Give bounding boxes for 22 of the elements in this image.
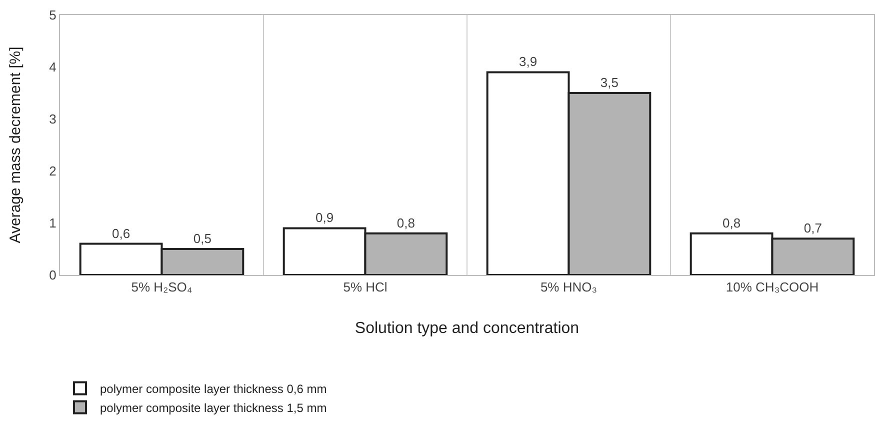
data-label: 0,9: [316, 210, 334, 226]
data-label: 0,7: [804, 220, 822, 236]
data-label: 0,6: [112, 226, 130, 241]
x-tick-label: 10% CH₃COOH: [726, 280, 819, 295]
legend-label: polymer composite layer thickness 0,6 mm: [100, 382, 327, 396]
y-tick-label: 2: [49, 164, 56, 179]
data-label: 0,5: [193, 231, 212, 246]
y-axis-title: Average mass decrement [%]: [7, 46, 24, 244]
x-tick-label: 5% HNO₃: [540, 280, 598, 295]
y-tick-label: 5: [49, 8, 56, 23]
data-label: 3,9: [519, 54, 538, 70]
y-tick-label: 1: [49, 216, 56, 231]
x-tick-label: 5% H₂SO₄: [131, 280, 192, 295]
data-label: 0,8: [396, 215, 415, 230]
y-tick-label: 4: [49, 60, 56, 75]
y-tick-label: 0: [49, 268, 56, 283]
x-tick-label: 5% HCl: [343, 280, 388, 295]
x-axis-title: Solution type and concentration: [354, 320, 580, 337]
data-label: 0,8: [722, 215, 741, 230]
y-tick-label: 3: [49, 112, 56, 127]
legend-label: polymer composite layer thickness 1,5 mm: [100, 400, 327, 415]
data-label: 3,5: [600, 75, 618, 90]
